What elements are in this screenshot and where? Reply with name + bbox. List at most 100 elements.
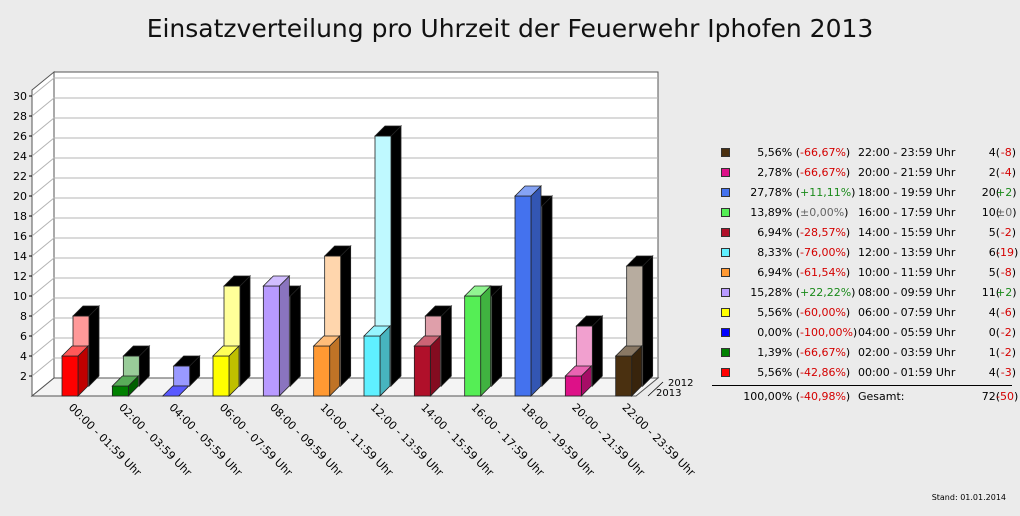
bar-2012-7-top xyxy=(424,305,453,317)
bar-2013-3-front xyxy=(212,355,230,397)
legend-row: 6,94% (-28,57%) 14:00 - 15:59 Uhr 5(-2) xyxy=(712,223,1016,243)
legend-range: 16:00 - 17:59 Uhr xyxy=(858,206,956,219)
legend-swatch xyxy=(721,328,730,337)
legend-change: -60,00%) xyxy=(800,306,851,319)
bar-2013-0-front xyxy=(61,355,79,397)
total-diff: -50) xyxy=(996,390,1019,403)
bar-2012-9-side xyxy=(541,195,553,387)
legend-percent: 8,33% ( xyxy=(757,246,800,259)
depth-label-2013: 2013 xyxy=(656,388,681,399)
legend-diff: +2) xyxy=(996,186,1017,199)
series-2013 xyxy=(61,185,643,397)
legend-percent: 5,56% ( xyxy=(757,366,800,379)
bar-2013-9-top xyxy=(514,185,542,197)
bar-2013-10-top xyxy=(564,365,593,377)
legend-count: 4( xyxy=(988,306,1000,319)
legend-row: 5,56% (-42,86%) 00:00 - 01:59 Uhr 4(-3) xyxy=(712,363,1016,383)
bar-2013-5-top xyxy=(312,335,341,347)
bar-2013-10-front xyxy=(564,375,582,397)
legend-change: -28,57%) xyxy=(800,226,851,239)
bar-2012-3-side xyxy=(239,275,251,387)
y-tick-label: 6 xyxy=(20,330,27,343)
bar-2012-2 xyxy=(172,355,201,387)
grid-line xyxy=(31,177,658,197)
bar-2012-8-side xyxy=(491,285,503,387)
grid-line xyxy=(31,297,658,317)
legend-row: 13,89% (±0,00%) 16:00 - 17:59 Uhr 10(±0) xyxy=(712,203,1017,223)
legend-range: 10:00 - 11:59 Uhr xyxy=(858,266,956,279)
y-tick-label: 2 xyxy=(20,370,27,383)
bar-2013-4 xyxy=(262,275,291,397)
bar-2012-2-top xyxy=(172,355,201,367)
legend-diff: -3) xyxy=(1000,366,1016,379)
bar-2013-8 xyxy=(463,285,492,397)
grid-line xyxy=(31,117,658,137)
legend-percent: 6,94% ( xyxy=(757,266,800,279)
legend-swatch xyxy=(721,168,730,177)
depth-axis-line xyxy=(647,381,664,397)
grid-line xyxy=(31,77,658,97)
legend-change: -100,00%) xyxy=(800,326,858,339)
legend-row: 5,56% (-60,00%) 06:00 - 07:59 Uhr 4(-6) xyxy=(712,303,1016,323)
grid-line xyxy=(31,217,658,237)
bar-2013-1 xyxy=(111,375,140,397)
y-tick-label: 8 xyxy=(20,310,27,323)
stand-date: Stand: 01.01.2014 xyxy=(931,493,1006,502)
legend-row: 2,78% (-66,67%) 20:00 - 21:59 Uhr 2(-4) xyxy=(712,163,1016,183)
grid-line xyxy=(31,337,658,357)
bar-2013-4-side xyxy=(278,275,290,397)
legend-change: ±0,00%) xyxy=(800,206,849,219)
bar-2013-2 xyxy=(161,385,190,397)
legend-count: 2( xyxy=(988,166,1000,179)
y-tick-label: 16 xyxy=(13,230,27,243)
grid-line xyxy=(31,237,658,257)
legend-swatch xyxy=(721,348,730,357)
legend-count: 5( xyxy=(988,266,1000,279)
legend-row: 0,00% (-100,00%) 04:00 - 05:59 Uhr 0(-2) xyxy=(712,323,1016,343)
chart-title: Einsatzverteilung pro Uhrzeit der Feuerw… xyxy=(146,14,874,43)
legend-percent: 6,94% ( xyxy=(757,226,800,239)
legend-divider xyxy=(712,385,1012,386)
legend-range: 20:00 - 21:59 Uhr xyxy=(858,166,956,179)
legend-count: 5( xyxy=(988,226,1000,239)
legend-row: 27,78% (+11,11%) 18:00 - 19:59 Uhr 20(+2) xyxy=(712,183,1017,203)
y-tick-label: 4 xyxy=(20,350,27,363)
bar-2013-7-front xyxy=(413,345,431,397)
bar-2013-11-top xyxy=(614,345,643,357)
legend-count: 1( xyxy=(988,346,1000,359)
legend-change: -76,00%) xyxy=(800,246,851,259)
bar-2012-5-top xyxy=(323,245,352,257)
total-label: Gesamt: xyxy=(858,390,905,403)
legend-percent: 15,28% ( xyxy=(750,286,800,299)
legend-diff: +2) xyxy=(996,286,1017,299)
legend-count: 4( xyxy=(988,146,1000,159)
y-tick-label: 18 xyxy=(13,210,27,223)
bar-2013-7 xyxy=(413,335,442,397)
bar-2013-8-side xyxy=(480,285,492,397)
bar-2013-3 xyxy=(212,345,240,397)
bar-2012-1-top xyxy=(122,345,151,357)
bar-2012-6 xyxy=(374,125,402,387)
legend-row: 6,94% (-61,54%) 10:00 - 11:59 Uhr 5(-8) xyxy=(712,263,1016,283)
bar-2012-6-top xyxy=(374,125,402,137)
legend-range: 06:00 - 07:59 Uhr xyxy=(858,306,956,319)
grid-line xyxy=(31,277,658,297)
total-percent: 100,00% ( xyxy=(743,390,800,403)
legend-swatch xyxy=(721,188,730,197)
bar-2013-0 xyxy=(61,345,89,397)
bar-2012-6-side xyxy=(390,125,402,387)
y-tick-label: 14 xyxy=(13,250,27,263)
bar-2012-4-side xyxy=(289,285,301,387)
bar-2013-4-top xyxy=(262,275,291,287)
legend-change: -66,67%) xyxy=(800,346,851,359)
depth-label-2012: 2012 xyxy=(668,378,693,389)
grid-line xyxy=(31,137,658,157)
legend-range: 22:00 - 23:59 Uhr xyxy=(858,146,956,159)
bar-2013-11-front xyxy=(615,355,633,397)
grid-line xyxy=(31,197,658,217)
bar-2013-5 xyxy=(312,335,341,397)
grid-line xyxy=(31,357,658,377)
legend-diff: ±0) xyxy=(996,206,1017,219)
bar-2012-11-top xyxy=(625,255,654,267)
